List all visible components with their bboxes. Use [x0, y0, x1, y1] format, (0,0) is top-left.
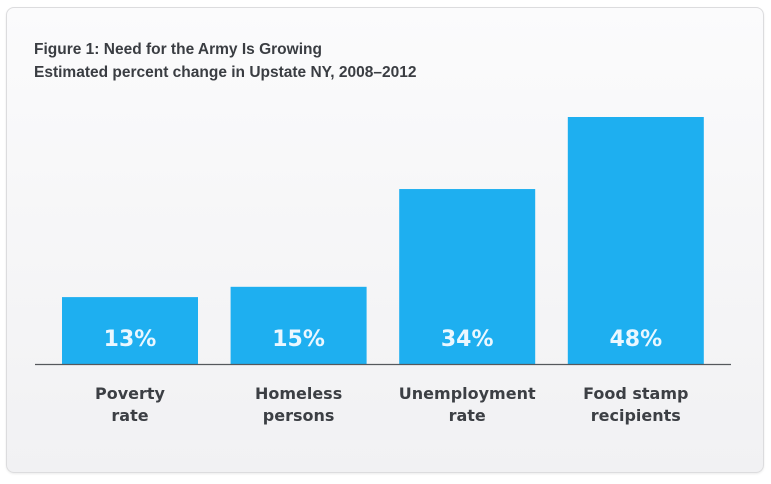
- bar: [567, 117, 704, 364]
- bar-value-label: 15%: [272, 327, 325, 352]
- bar-value-label: 13%: [104, 327, 157, 352]
- category-tick-label: Homeless: [255, 384, 342, 403]
- category-tick-label: Poverty: [95, 384, 166, 403]
- bar-value-label: 34%: [441, 327, 494, 352]
- bars-group: 13% 15% 34% 48%: [62, 117, 704, 364]
- bar-value-label: 48%: [609, 327, 662, 352]
- category-tick-label: Unemployment: [399, 384, 536, 403]
- bar: [230, 286, 367, 364]
- bar: [399, 189, 536, 364]
- category-tick-label: recipients: [591, 406, 681, 425]
- chart-title: Figure 1: Need for the Army Is Growing: [34, 41, 322, 58]
- category-tick-label: rate: [111, 406, 148, 425]
- chart-subtitle: Estimated percent change in Upstate NY, …: [34, 64, 417, 81]
- bar: [62, 297, 198, 364]
- category-tick-label: rate: [449, 406, 486, 425]
- category-tick-label: Food stamp: [583, 384, 688, 403]
- category-labels-group: Poverty rate Homeless persons Unemployment ra…: [95, 384, 688, 425]
- category-tick-label: persons: [263, 406, 335, 425]
- chart-title-block: Figure 1: Need for the Army Is Growing E…: [34, 38, 417, 84]
